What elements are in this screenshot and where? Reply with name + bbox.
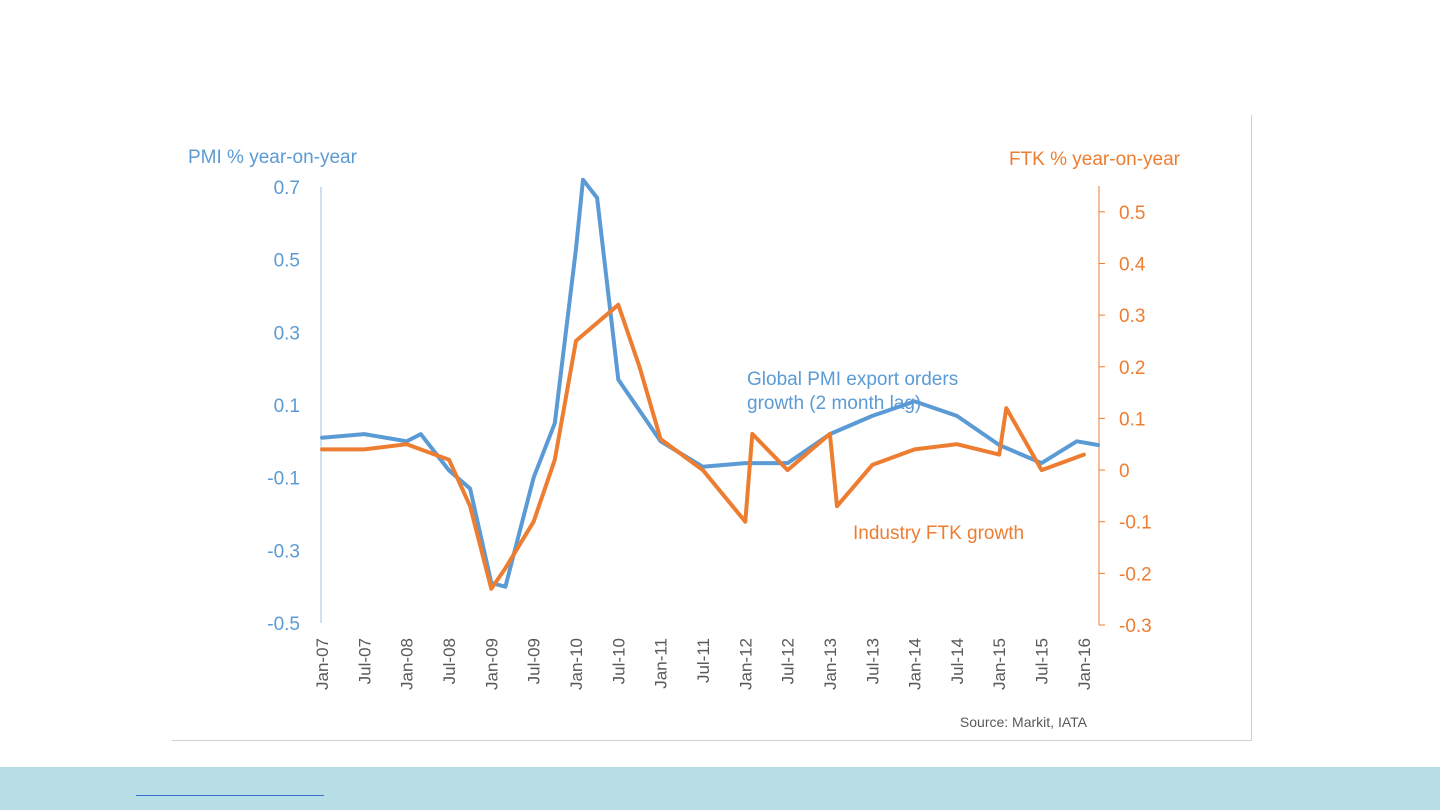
right-tick-label: -0.1 <box>1119 513 1152 534</box>
ftk-series-line <box>320 302 1086 591</box>
left-tick-label: -0.3 <box>267 541 300 562</box>
right-tick-label: 0.2 <box>1119 358 1145 379</box>
x-tick-label: Jul-12 <box>779 638 798 684</box>
x-tick-label: Jul-10 <box>609 638 628 684</box>
x-tick-label: Jul-13 <box>863 638 882 684</box>
x-tick-label: Jul-09 <box>525 638 544 684</box>
source-note: Source: Markit, IATA <box>960 714 1088 730</box>
series-layer <box>320 177 1100 591</box>
right-axis: FTK % year-on-year 0.5 0.4 0.3 0.2 0.1 0 -0.1 -0… <box>1009 149 1181 637</box>
x-tick-label: Jul-11 <box>694 638 713 683</box>
left-tick-label: 0.5 <box>274 251 300 272</box>
x-tick-label: Jan-15 <box>990 638 1009 690</box>
x-tick-label: Jan-16 <box>1075 638 1094 690</box>
x-tick-label: Jan-09 <box>482 638 501 690</box>
annotations: Global PMI export orders growth (2 month … <box>747 369 1088 730</box>
left-tick-label: 0.7 <box>274 178 300 199</box>
pmi-series-line <box>320 177 1100 589</box>
x-tick-label: Jan-11 <box>652 638 671 689</box>
x-tick-label: Jan-10 <box>567 638 586 690</box>
chart-frame <box>172 115 1252 741</box>
x-tick-label: Jan-14 <box>906 638 925 690</box>
pmi-annotation-line-2: growth (2 month lag) <box>747 393 921 414</box>
x-tick-label: Jul-15 <box>1033 638 1052 684</box>
footer-band <box>0 767 1440 810</box>
x-tick-label: Jan-13 <box>821 638 840 690</box>
right-tick-label: 0 <box>1119 461 1130 482</box>
footer-link[interactable] <box>136 795 324 796</box>
right-axis-title: FTK % year-on-year <box>1009 149 1181 170</box>
left-tick-label: -0.1 <box>267 469 300 490</box>
pmi-annotation-line-1: Global PMI export orders <box>747 369 958 390</box>
right-tick-label: 0.5 <box>1119 203 1145 224</box>
right-tick-label: -0.3 <box>1119 616 1152 637</box>
x-tick-label: Jan-07 <box>313 638 332 690</box>
ftk-annotation: Industry FTK growth <box>853 523 1024 544</box>
left-axis: PMI % year-on-year 0.7 0.5 0.3 0.1 -0.1 -0.3 -0… <box>188 147 358 635</box>
x-tick-label: Jul-08 <box>440 638 459 684</box>
left-tick-label: 0.1 <box>274 396 300 417</box>
x-tick-label: Jul-14 <box>948 638 967 684</box>
x-tick-label: Jan-12 <box>736 638 755 690</box>
left-tick-label: 0.3 <box>274 323 300 344</box>
left-tick-label: -0.5 <box>267 614 300 635</box>
right-tick-label: -0.2 <box>1119 564 1152 585</box>
left-axis-title: PMI % year-on-year <box>188 147 358 168</box>
x-axis: Jan-07 Jul-07 Jan-08 Jul-08 Jan-09 Jul-09 Jan-… <box>313 638 1094 690</box>
x-tick-label: Jan-08 <box>398 638 417 690</box>
right-tick-label: 0.3 <box>1119 306 1145 327</box>
right-tick-label: 0.1 <box>1119 409 1145 430</box>
x-tick-label: Jul-07 <box>355 638 374 684</box>
right-tick-label: 0.4 <box>1119 254 1146 275</box>
